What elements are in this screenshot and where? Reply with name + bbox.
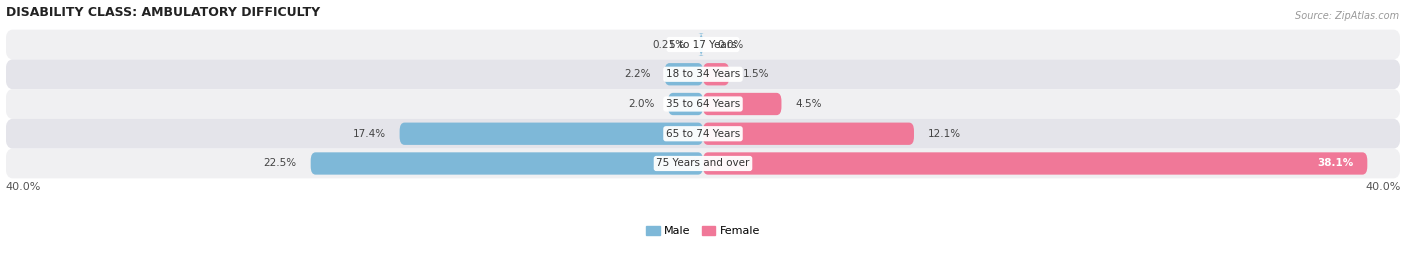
Text: 2.0%: 2.0% <box>628 99 654 109</box>
FancyBboxPatch shape <box>703 122 914 145</box>
Text: 17.4%: 17.4% <box>353 129 385 139</box>
FancyBboxPatch shape <box>6 30 1400 59</box>
FancyBboxPatch shape <box>399 122 703 145</box>
Text: 4.5%: 4.5% <box>796 99 823 109</box>
FancyBboxPatch shape <box>6 119 1400 149</box>
Text: 22.5%: 22.5% <box>263 158 297 169</box>
FancyBboxPatch shape <box>6 59 1400 89</box>
FancyBboxPatch shape <box>6 149 1400 178</box>
Text: 5 to 17 Years: 5 to 17 Years <box>669 39 737 50</box>
Legend: Male, Female: Male, Female <box>641 221 765 241</box>
Text: 12.1%: 12.1% <box>928 129 962 139</box>
Text: 38.1%: 38.1% <box>1317 158 1354 169</box>
Text: 65 to 74 Years: 65 to 74 Years <box>666 129 740 139</box>
Text: 40.0%: 40.0% <box>6 182 41 192</box>
Text: 75 Years and over: 75 Years and over <box>657 158 749 169</box>
FancyBboxPatch shape <box>703 93 782 115</box>
FancyBboxPatch shape <box>311 152 703 175</box>
Text: 18 to 34 Years: 18 to 34 Years <box>666 69 740 79</box>
FancyBboxPatch shape <box>665 63 703 85</box>
Text: 40.0%: 40.0% <box>1365 182 1400 192</box>
FancyBboxPatch shape <box>6 89 1400 119</box>
Text: 1.5%: 1.5% <box>744 69 769 79</box>
Text: 2.2%: 2.2% <box>624 69 651 79</box>
Text: DISABILITY CLASS: AMBULATORY DIFFICULTY: DISABILITY CLASS: AMBULATORY DIFFICULTY <box>6 6 319 18</box>
Text: 0.21%: 0.21% <box>652 39 685 50</box>
FancyBboxPatch shape <box>668 93 703 115</box>
FancyBboxPatch shape <box>703 63 730 85</box>
FancyBboxPatch shape <box>699 33 704 56</box>
Text: Source: ZipAtlas.com: Source: ZipAtlas.com <box>1295 11 1399 21</box>
FancyBboxPatch shape <box>703 152 1367 175</box>
Text: 35 to 64 Years: 35 to 64 Years <box>666 99 740 109</box>
Text: 0.0%: 0.0% <box>717 39 744 50</box>
